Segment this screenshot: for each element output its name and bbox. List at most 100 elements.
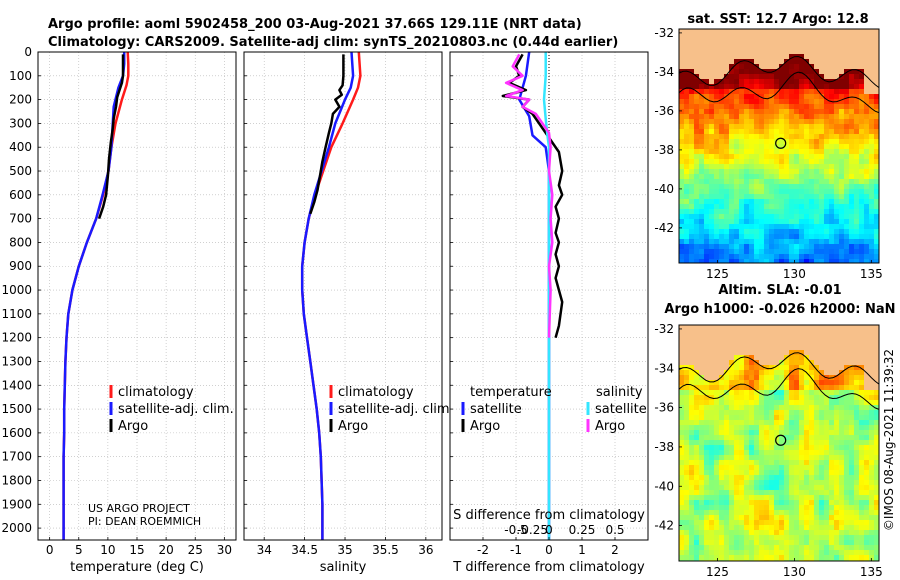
map-cell — [849, 139, 855, 145]
map-cell — [784, 505, 790, 511]
map-cell — [824, 174, 830, 180]
map-cell — [694, 540, 700, 546]
map-cell — [774, 355, 780, 361]
map-cell — [854, 435, 860, 441]
map-cell — [689, 415, 695, 421]
map-cell — [819, 84, 825, 90]
map-cell — [764, 49, 770, 55]
map-cell — [814, 154, 820, 160]
map-cell — [709, 425, 715, 431]
map-cell — [724, 259, 730, 263]
map-cell — [864, 169, 870, 175]
map-cell — [719, 445, 725, 451]
map-cell — [794, 440, 800, 446]
map-cell — [754, 154, 760, 160]
map-cell — [699, 139, 705, 145]
map-cell — [839, 254, 845, 260]
map-cell — [849, 345, 855, 351]
map-cell — [684, 84, 690, 90]
map-cell — [839, 109, 845, 115]
map-cell — [749, 365, 755, 371]
map-cell — [784, 214, 790, 220]
map-cell — [714, 385, 720, 391]
map-cell — [754, 415, 760, 421]
map-cell — [699, 114, 705, 120]
map-cell — [729, 415, 735, 421]
map-cell — [859, 79, 865, 85]
map-cell — [784, 114, 790, 120]
map-cell — [839, 410, 845, 416]
map-cell — [869, 355, 875, 361]
map-cell — [679, 234, 685, 240]
map-cell — [819, 435, 825, 441]
map-cell — [864, 89, 870, 95]
map-cell — [799, 375, 805, 381]
map-cell — [739, 455, 745, 461]
map-cell — [734, 420, 740, 426]
map-cell — [719, 114, 725, 120]
map-cell — [759, 400, 765, 406]
map-cell — [749, 450, 755, 456]
map-cell — [774, 134, 780, 140]
map-cell — [874, 465, 879, 471]
map-cell — [864, 455, 870, 461]
map-cell — [739, 94, 745, 100]
map-cell — [779, 355, 785, 361]
map-cell — [794, 69, 800, 75]
map-cell — [744, 325, 750, 331]
map-cell — [814, 209, 820, 215]
map-cell — [684, 259, 690, 263]
map-cell — [819, 515, 825, 521]
map-cell — [734, 550, 740, 556]
map-cell — [814, 194, 820, 200]
map-cell — [869, 455, 875, 461]
map-cell — [679, 139, 685, 145]
map-cell — [679, 239, 685, 245]
map-cell — [799, 550, 805, 556]
map-cell — [764, 84, 770, 90]
map-cell — [794, 495, 800, 501]
map-cell — [764, 535, 770, 541]
map-cell — [849, 545, 855, 551]
map-cell — [704, 405, 710, 411]
map-cell — [849, 390, 855, 396]
map-cell — [834, 249, 840, 255]
map-cell — [779, 204, 785, 210]
map-cell — [734, 545, 740, 551]
map-cell — [714, 460, 720, 466]
map-cell — [684, 325, 690, 331]
map-cell — [834, 94, 840, 100]
map-cell — [684, 410, 690, 416]
map-cell — [689, 154, 695, 160]
map-cell — [729, 345, 735, 351]
map-cell — [694, 475, 700, 481]
map-cell — [749, 84, 755, 90]
map-cell — [699, 204, 705, 210]
map-cell — [749, 29, 755, 35]
map-cell — [689, 64, 695, 70]
map-cell — [684, 104, 690, 110]
map-cell — [794, 405, 800, 411]
map-cell — [864, 234, 870, 240]
map-cell — [769, 505, 775, 511]
map-cell — [849, 109, 855, 115]
map-cell — [849, 365, 855, 371]
map-cell — [679, 169, 685, 175]
map-cell — [744, 259, 750, 263]
depth-tick-label: 2000 — [1, 521, 32, 535]
map-cell — [799, 480, 805, 486]
map-cell — [704, 229, 710, 235]
map-cell — [724, 475, 730, 481]
map-cell — [844, 94, 850, 100]
map-cell — [874, 199, 879, 205]
map-cell — [679, 400, 685, 406]
map-cell — [829, 525, 835, 531]
map-cell — [729, 335, 735, 341]
map-cell — [744, 550, 750, 556]
map-cell — [839, 360, 845, 366]
map-cell — [839, 405, 845, 411]
map-cell — [689, 360, 695, 366]
map-cell — [799, 154, 805, 160]
map-cell — [729, 490, 735, 496]
map-cell — [794, 174, 800, 180]
